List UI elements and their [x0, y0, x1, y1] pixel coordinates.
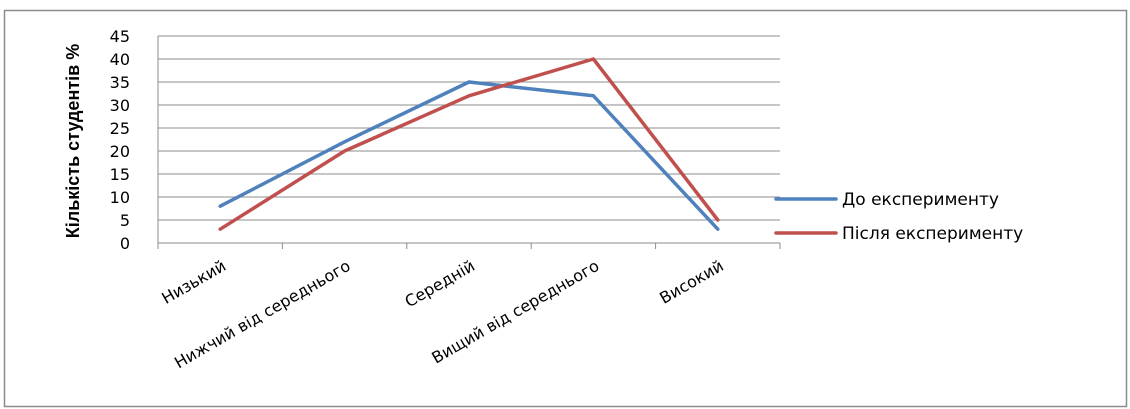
y-tick-label: 25 [110, 119, 130, 138]
y-tick-label: 45 [110, 27, 130, 46]
y-tick-label: 5 [120, 211, 130, 230]
y-tick-labels: 0 5 10 15 20 25 30 35 40 45 [110, 27, 130, 253]
legend: До експерименту Після експерименту [774, 190, 1023, 244]
y-tick-label: 20 [110, 142, 130, 161]
y-tick-label: 15 [110, 165, 130, 184]
legend-label: Після експерименту [842, 224, 1023, 244]
legend-label: До експерименту [842, 190, 999, 210]
axes [157, 36, 781, 249]
series-line [218, 57, 720, 231]
series-lines [218, 57, 720, 231]
chart-frame [3, 9, 1128, 408]
y-tick-label: 0 [120, 234, 130, 253]
y-axis-label: Кількість студентів % [63, 44, 83, 238]
series-line [218, 80, 720, 231]
y-tick-label: 30 [110, 96, 130, 115]
y-tick-label: 35 [110, 73, 130, 92]
y-tick-label: 40 [110, 50, 130, 69]
y-tick-label: 10 [110, 188, 130, 207]
gridlines [158, 35, 780, 221]
